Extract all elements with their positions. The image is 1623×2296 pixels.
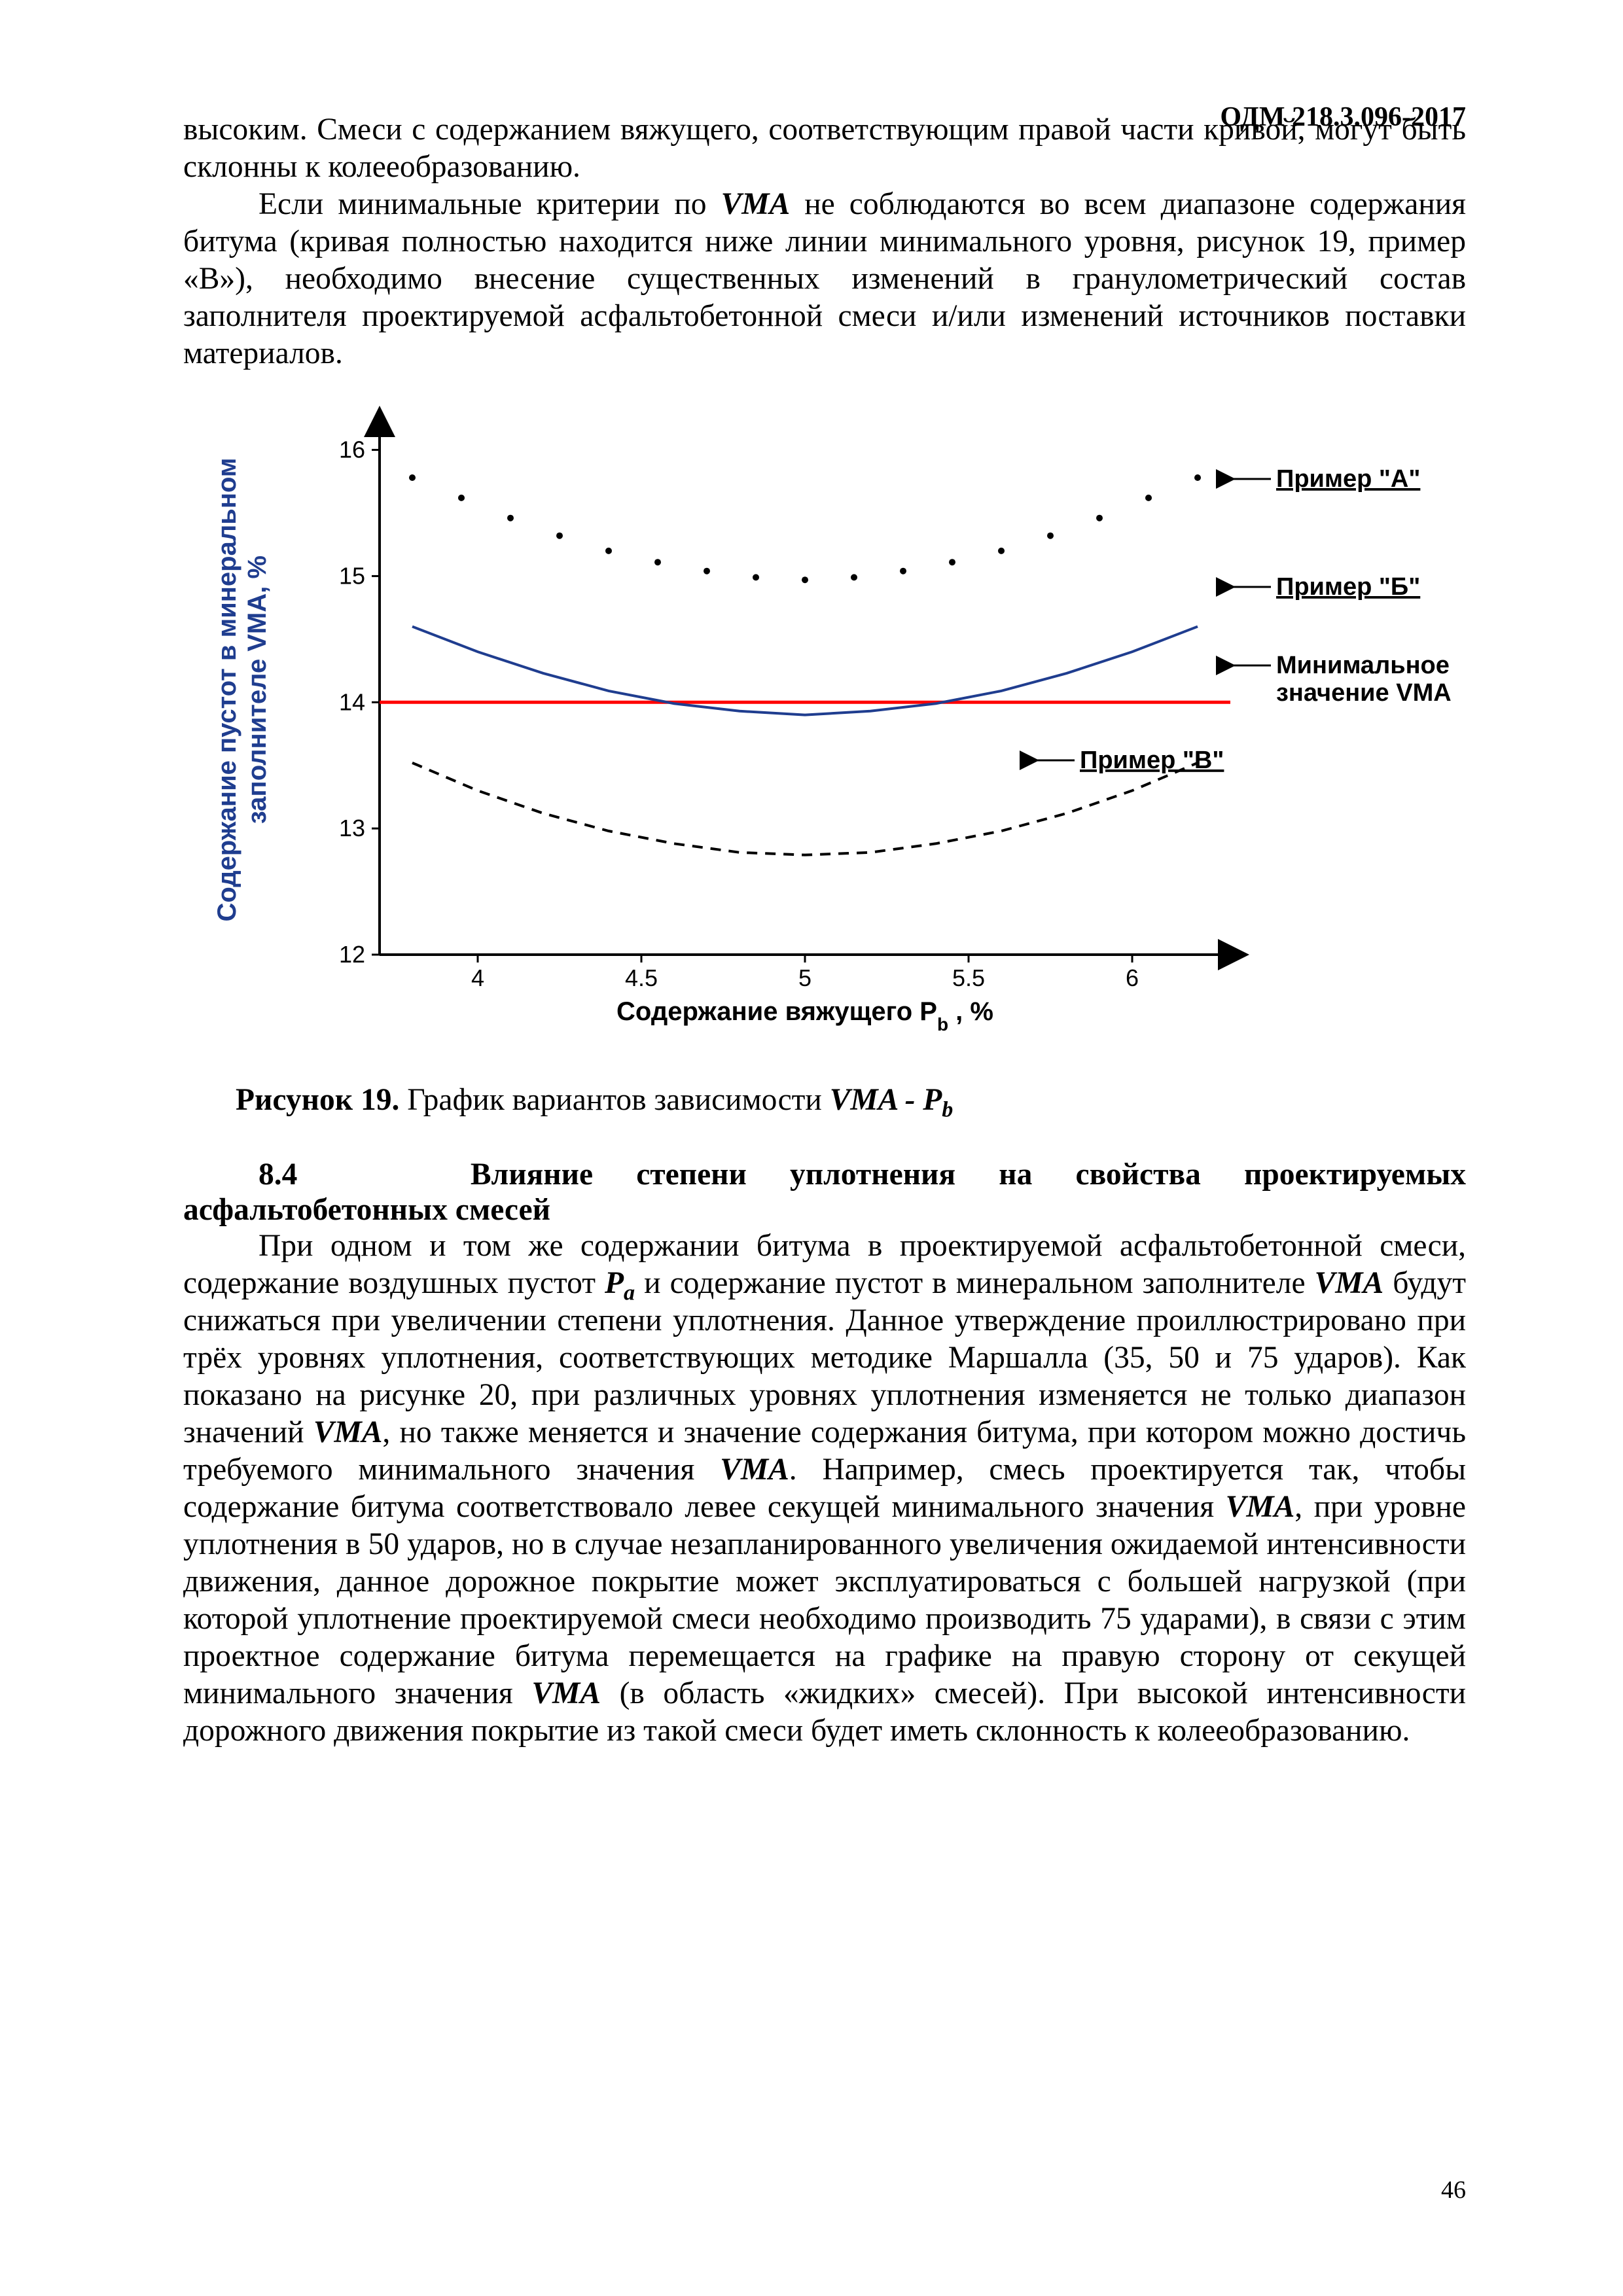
p3-VMA1: VMA <box>1315 1266 1384 1300</box>
svg-text:Пример "В": Пример "В" <box>1080 747 1224 774</box>
svg-text:Пример "А": Пример "А" <box>1276 465 1420 493</box>
doc-header-code: ОДМ 218.3.096-2017 <box>1220 101 1466 133</box>
sec-w1: степени <box>636 1157 747 1192</box>
p3-VMA5: VMA <box>531 1676 601 1710</box>
p3-VMA4: VMA <box>1226 1490 1295 1524</box>
svg-text:5.5: 5.5 <box>952 964 985 991</box>
fig-caption-prefix: Рисунок 19. <box>236 1083 399 1117</box>
p3-VMA2: VMA <box>313 1415 383 1449</box>
figure-19-caption: Рисунок 19. График вариантов зависимости… <box>236 1082 1466 1118</box>
svg-text:6: 6 <box>1126 964 1139 991</box>
svg-text:4.5: 4.5 <box>625 964 658 991</box>
paragraph-3: При одном и том же содержании битума в п… <box>183 1227 1466 1750</box>
p3-Pa-sub: a <box>624 1281 635 1305</box>
sec-w2: уплотнения <box>790 1157 955 1192</box>
fig-caption-sub: b <box>942 1098 953 1122</box>
p1b-vma: VMA <box>721 187 791 221</box>
p3-t2: и содержание пустот в минеральном заполн… <box>635 1266 1314 1300</box>
fig-caption-text: График вариантов зависимости <box>399 1083 829 1117</box>
sec-w3: на <box>999 1157 1032 1192</box>
svg-text:12: 12 <box>339 941 365 968</box>
svg-text:5: 5 <box>798 964 812 991</box>
svg-text:14: 14 <box>339 688 365 715</box>
svg-text:4: 4 <box>471 964 484 991</box>
section-number: 8.4 <box>259 1157 297 1192</box>
svg-text:16: 16 <box>339 436 365 463</box>
section-8-4-heading-line2: асфальтобетонных смесей <box>183 1192 1466 1227</box>
svg-text:Пример "Б": Пример "Б" <box>1276 573 1420 601</box>
sec-w0: Влияние <box>471 1157 593 1192</box>
svg-text:13: 13 <box>339 815 365 841</box>
p3-VMA3: VMA <box>720 1453 789 1487</box>
svg-text:Содержание вяжущего Pb , %: Содержание вяжущего Pb , % <box>616 997 993 1034</box>
figure-19-svg: 12 13 14 15 16 4 4.5 5 5.5 6 Содержание вяжущего P… <box>183 398 1466 1059</box>
svg-text:Содержание пустот в минерально: Содержание пустот в минеральномзаполните… <box>213 457 272 921</box>
sec-w5: проектируемых <box>1244 1157 1466 1192</box>
section-8-4-heading: 8.4 Влияние степени уплотнения на свойст… <box>183 1157 1466 1192</box>
sec-w4: свойства <box>1076 1157 1201 1192</box>
p1b-before: Если минимальные критерии по <box>259 187 721 221</box>
p3-Pa: P <box>605 1266 624 1300</box>
page-number: 46 <box>1441 2176 1466 2204</box>
paragraph-1b: Если минимальные критерии по VMA не собл… <box>183 186 1466 372</box>
fig-caption-ital: VMA - P <box>830 1083 942 1117</box>
figure-19: 12 13 14 15 16 4 4.5 5 5.5 6 Содержание вяжущего P… <box>183 398 1466 1059</box>
svg-text:Минимальноезначение VMA: Минимальноезначение VMA <box>1276 652 1452 707</box>
sec-line2: асфальтобетонных смесей <box>183 1193 550 1227</box>
svg-text:15: 15 <box>339 562 365 589</box>
